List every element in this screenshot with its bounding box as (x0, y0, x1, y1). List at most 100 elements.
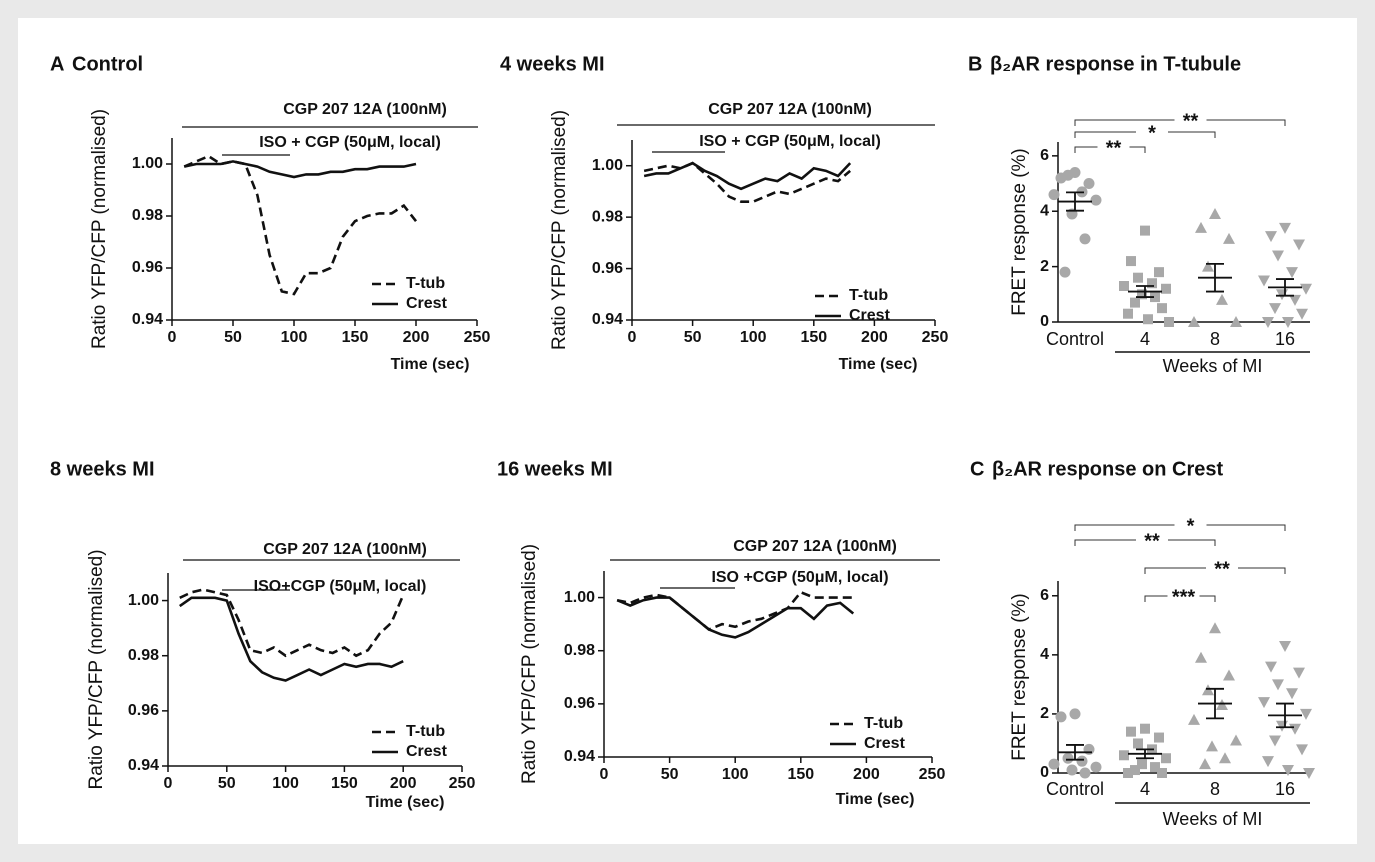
data-point (1269, 735, 1281, 747)
label-background (1097, 140, 1130, 152)
x-tick-label: 200 (390, 775, 417, 792)
data-point (1289, 294, 1301, 306)
data-point (1219, 752, 1231, 764)
data-point (1069, 708, 1081, 720)
x-tick-label: 0 (168, 329, 177, 346)
panel-label: B (968, 53, 982, 75)
y-axis-label: Ratio YFP/CFP (normalised) (86, 549, 107, 789)
y-tick-label: 0.98 (132, 207, 163, 224)
significance-label: ** (1183, 110, 1199, 132)
data-point (1090, 194, 1102, 206)
x-tick-label: 100 (281, 329, 308, 346)
data-point (1059, 266, 1071, 278)
error-bar (1066, 191, 1084, 212)
group-label: Weeks of MI (1163, 356, 1263, 376)
x-tick-label: 50 (684, 329, 702, 346)
data-point (1272, 679, 1284, 691)
data-point (1130, 765, 1140, 776)
error-bar (1206, 262, 1224, 293)
data-point (1055, 711, 1067, 723)
x-tick-label: 150 (800, 329, 827, 346)
data-point (1202, 684, 1214, 696)
annotation: ISO+CGP (50μM, local) (254, 578, 427, 595)
data-point (1062, 169, 1074, 181)
error-bar (1206, 687, 1224, 720)
data-point (1147, 278, 1157, 289)
data-point (1209, 622, 1221, 634)
x-tick-label: 200 (853, 766, 880, 783)
legend-label: T-tub (864, 715, 903, 732)
y-tick-label: 0.94 (132, 311, 163, 328)
data-point (1286, 267, 1298, 279)
data-point (1133, 272, 1143, 283)
data-point (1126, 726, 1136, 737)
data-line (616, 590, 854, 631)
data-line (183, 160, 417, 179)
data-point (1157, 303, 1167, 314)
data-point (1293, 667, 1305, 679)
data-point (1199, 758, 1211, 770)
annotation: CGP 207 12A (100nM) (733, 538, 897, 555)
x-tick-label: 0 (628, 329, 637, 346)
x-tick-label: 4 (1140, 779, 1150, 799)
significance-label: * (1187, 515, 1195, 537)
data-point (1161, 283, 1171, 294)
data-point (1130, 297, 1140, 308)
annotation: ISO +CGP (50μM, local) (711, 569, 888, 586)
data-point (1223, 232, 1235, 244)
data-point (1119, 281, 1129, 291)
legend-label: Crest (849, 307, 891, 324)
y-axis-label: FRET response (%) (1009, 148, 1030, 316)
y-tick-label: 0.96 (564, 695, 595, 712)
x-tick-label: 50 (661, 766, 679, 783)
x-tick-label: 50 (224, 329, 242, 346)
x-tick-label: 250 (922, 329, 949, 346)
data-point (1279, 222, 1291, 234)
group-label: Weeks of MI (1163, 809, 1263, 829)
y-tick-label: 1.00 (592, 157, 623, 174)
y-tick-label: 0.98 (564, 642, 595, 659)
data-point (1123, 768, 1133, 778)
label-background (1136, 533, 1168, 545)
error-bar (1136, 748, 1154, 760)
y-axis-label: Ratio YFP/CFP (normalised) (549, 110, 570, 350)
data-point (1296, 308, 1308, 320)
y-axis-label: Ratio YFP/CFP (normalised) (519, 544, 540, 784)
data-point (1048, 189, 1060, 201)
chart-title: 8 weeks MI (50, 458, 155, 480)
data-point (1279, 640, 1291, 652)
error-bar (1136, 285, 1154, 298)
data-point (1083, 178, 1095, 190)
data-point (1137, 289, 1147, 300)
data-point (1230, 316, 1242, 327)
x-tick-label: 150 (787, 766, 814, 783)
data-point (1282, 765, 1294, 777)
data-point (1282, 317, 1294, 328)
legend-label: Crest (864, 735, 906, 752)
label-background (1167, 589, 1200, 601)
data-line (616, 596, 855, 639)
error-bar (1276, 278, 1294, 297)
data-point (1150, 292, 1160, 303)
figure-panel (18, 18, 1357, 844)
y-tick-label: 0.96 (592, 260, 623, 277)
data-point (1161, 753, 1171, 764)
data-point (1150, 762, 1160, 773)
data-point (1230, 734, 1242, 746)
x-tick-label: 0 (600, 766, 609, 783)
label-background (1206, 561, 1238, 573)
data-point (1223, 669, 1235, 681)
data-point (1137, 759, 1147, 770)
data-point (1195, 221, 1207, 233)
data-point (1269, 303, 1281, 315)
significance-label: *** (1172, 586, 1196, 608)
y-tick-label: 6 (1040, 147, 1049, 164)
y-tick-label: 0 (1040, 313, 1049, 330)
data-point (1272, 250, 1284, 262)
data-point (1048, 758, 1060, 770)
annotation: ISO + CGP (50μM, local) (259, 134, 441, 151)
data-point (1286, 688, 1298, 700)
x-tick-label: 200 (403, 329, 430, 346)
data-point (1216, 699, 1228, 711)
x-tick-label: 250 (449, 775, 476, 792)
